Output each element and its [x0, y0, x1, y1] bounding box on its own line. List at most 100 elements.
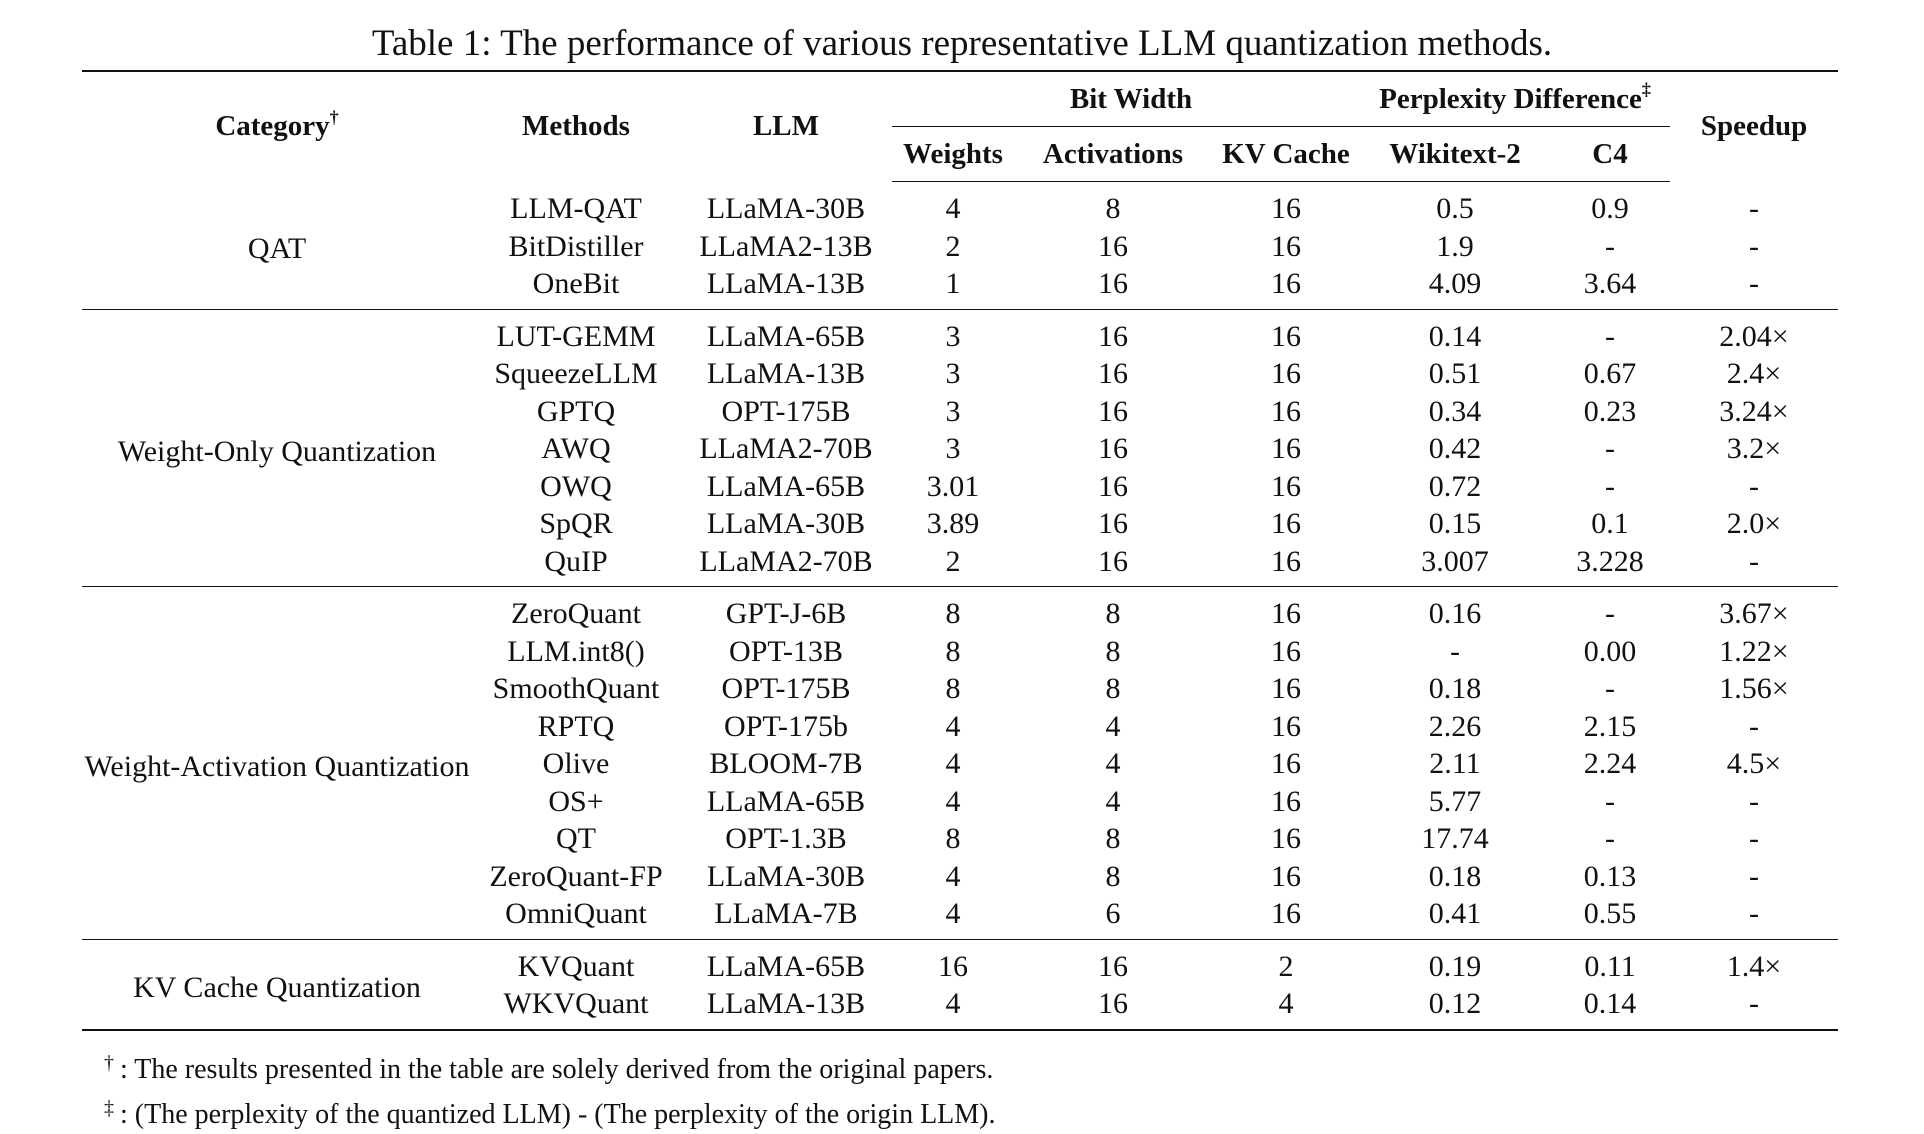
weights-bits-cell: 16 — [892, 938, 1014, 985]
speedup-cell: - — [1749, 229, 1760, 263]
kv-cache-bits-cell: 16 — [1212, 586, 1360, 633]
method-cell: AWQ — [541, 432, 611, 465]
table-row: OmniQuant LLaMA-7B 4 6 16 0.41 0.55 - — [82, 895, 1838, 939]
wikitext2-cell: 2.11 — [1429, 747, 1481, 780]
activations-bits-cell: 16 — [1098, 432, 1128, 465]
activations-bits-cell: 8 — [1105, 822, 1121, 855]
activations-bits-cell: 8 — [1105, 192, 1121, 225]
weights-bits-cell: 4 — [945, 747, 961, 780]
llm-cell: LLaMA-13B — [706, 987, 866, 1020]
method-cell: SqueezeLLM — [494, 357, 658, 390]
table-container: Category† Methods LLM Bit Width Perplexi… — [82, 70, 1839, 1031]
c4-cell: - — [1605, 672, 1615, 705]
kv-cache-bits-cell: 16 — [1271, 507, 1301, 540]
weights-bits-cell: 2 — [945, 229, 961, 263]
header-llm: LLM — [752, 110, 820, 143]
category-cell: Weight-Activation Quantization — [82, 586, 472, 939]
weights-bits-cell: 8 — [945, 634, 961, 668]
llm-cell: LLaMA-30B — [706, 859, 866, 893]
speedup-cell: 2.04× — [1670, 308, 1839, 355]
llm-cell: OPT-175b — [724, 709, 848, 743]
header-methods: Methods — [522, 110, 630, 143]
kv-cache-bits-cell: 16 — [1271, 192, 1301, 225]
c4-cell: - — [1605, 822, 1615, 855]
activations-bits-cell: 16 — [1014, 308, 1212, 355]
c4-cell: 0.9 — [1591, 192, 1629, 225]
header-c4: C4 — [1550, 126, 1671, 182]
llm-cell: LLaMA-7B — [714, 897, 858, 930]
wikitext2-cell: 0.41 — [1428, 897, 1482, 930]
weights-bits-cell: 4 — [945, 897, 961, 930]
table-row: Weight-Only Quantization LUT-GEMM LLaMA-65… — [82, 308, 1839, 587]
method-cell: QuIP — [544, 544, 608, 578]
c4-cell: 2.15 — [1583, 709, 1637, 743]
wikitext2-cell: 0.72 — [1428, 469, 1482, 503]
header-kv-cache: KV Cache — [1212, 126, 1360, 182]
activations-bits-cell: 16 — [1098, 469, 1128, 503]
quantization-methods-table: Category† Methods LLM Bit Width Perplexi… — [82, 70, 1839, 1031]
llm-cell: LLaMA2-70B — [699, 544, 873, 578]
wikitext2-cell: 3.007 — [1421, 544, 1489, 578]
wikitext2-cell: 2.26 — [1428, 709, 1482, 743]
llm-cell: OPT-13B — [729, 634, 843, 668]
weights-bits-cell: 8 — [892, 586, 1014, 633]
method-cell: OWQ — [540, 469, 612, 503]
kv-cache-bits-cell: 16 — [1271, 859, 1301, 893]
weights-bits-cell: 4 — [945, 987, 961, 1020]
header-weights: Weights — [892, 126, 1014, 182]
wikitext2-cell: 0.34 — [1428, 394, 1482, 428]
kv-cache-bits-cell: 16 — [1212, 308, 1360, 355]
activations-bits-cell: 16 — [1098, 544, 1128, 578]
table-row: OneBit LLaMA-13B 1 16 16 4.09 3.64 - — [82, 265, 1838, 309]
speedup-cell: - — [1749, 822, 1760, 855]
header-activations: Activations — [1014, 126, 1212, 182]
speedup-cell: - — [1749, 191, 1760, 225]
weights-bits-cell: 4 — [945, 859, 961, 893]
activations-bits-cell: 16 — [1098, 507, 1128, 540]
c4-cell: - — [1605, 229, 1615, 263]
wikitext2-cell: 5.77 — [1428, 784, 1482, 818]
kv-cache-bits-cell: 16 — [1271, 672, 1301, 705]
speedup-cell: - — [1749, 987, 1760, 1020]
table-row: Olive BLOOM-7B 4 4 16 2.11 2.24 4.5× — [82, 745, 1838, 783]
activations-bits-cell: 16 — [1098, 357, 1128, 390]
activations-bits-cell: 16 — [1098, 267, 1128, 300]
llm-cell: LLaMA2-13B — [699, 229, 873, 263]
llm-cell: LLaMA-65B — [706, 784, 866, 818]
c4-cell: 0.55 — [1583, 897, 1637, 930]
wikitext2-cell: 17.74 — [1421, 822, 1489, 855]
llm-cell: LLaMA-30B — [706, 191, 866, 225]
method-cell: Olive — [542, 747, 610, 780]
activations-bits-cell: 8 — [1105, 672, 1121, 705]
weights-bits-cell: 3.89 — [926, 507, 980, 540]
activations-bits-cell: 16 — [1098, 987, 1128, 1020]
activations-bits-cell: 8 — [1014, 586, 1212, 633]
speedup-cell: 3.67× — [1670, 586, 1839, 633]
method-cell: LLM-QAT — [510, 191, 642, 225]
kv-cache-bits-cell: 16 — [1271, 469, 1301, 503]
kv-cache-bits-cell: 16 — [1271, 747, 1301, 780]
footnote-text: : The results presented in the table are… — [120, 1054, 994, 1085]
table-row: KV Cache Quantization KVQuant LLaMA-65B 16 1… — [82, 938, 1839, 1030]
speedup-cell: - — [1749, 784, 1760, 818]
llm-cell: LLaMA-65B — [680, 308, 892, 355]
kv-cache-bits-cell: 16 — [1271, 394, 1301, 428]
weights-bits-cell: 3.01 — [926, 469, 980, 503]
category-cell: QAT — [247, 232, 307, 266]
speedup-cell: 3.2× — [1726, 432, 1782, 465]
footnote: ‡: (The perplexity of the quantized LLM)… — [104, 1089, 996, 1134]
c4-cell: - — [1605, 784, 1615, 818]
method-cell: SpQR — [539, 507, 613, 540]
c4-cell: - — [1605, 432, 1615, 465]
llm-cell: LLaMA-13B — [706, 357, 866, 390]
activations-bits-cell: 16 — [1098, 229, 1128, 263]
wikitext2-cell: 0.42 — [1428, 432, 1482, 465]
c4-cell: - — [1605, 469, 1615, 503]
c4-cell: 0.23 — [1583, 394, 1637, 428]
kv-cache-bits-cell: 16 — [1271, 709, 1301, 743]
method-cell: ZeroQuant — [472, 586, 680, 633]
llm-cell: BLOOM-7B — [709, 747, 863, 780]
method-cell: SmoothQuant — [492, 672, 660, 705]
kv-cache-bits-cell: 16 — [1271, 822, 1301, 855]
speedup-cell: - — [1749, 267, 1760, 300]
